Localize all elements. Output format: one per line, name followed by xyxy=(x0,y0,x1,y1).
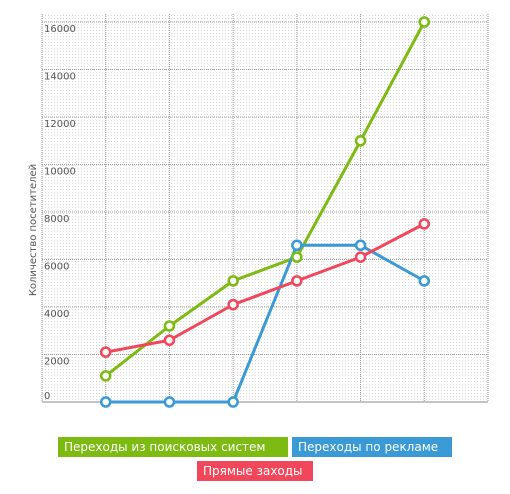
y-tick-label: 8000 xyxy=(44,214,69,225)
y-tick-label: 16000 xyxy=(44,24,76,35)
data-point xyxy=(354,239,367,251)
data-point xyxy=(291,251,303,263)
series-line xyxy=(104,21,426,378)
data-point xyxy=(227,298,239,311)
y-tick-label: 10000 xyxy=(44,167,76,178)
data-point xyxy=(418,16,431,28)
data-point xyxy=(227,396,239,408)
y-tick-label: 14000 xyxy=(44,72,76,83)
legend-entry: Переходы из поисковых систем xyxy=(58,437,288,457)
legend-entry: Прямые заходы xyxy=(197,461,313,481)
y-tick-label: 0 xyxy=(44,391,50,402)
data-point xyxy=(354,251,367,263)
series-line xyxy=(105,222,425,354)
data-point xyxy=(291,239,303,251)
data-point xyxy=(163,334,176,346)
data-point xyxy=(354,135,367,147)
y-axis-label: Количество посетителей xyxy=(28,164,39,296)
y-tick-label: 2000 xyxy=(44,357,69,368)
data-point xyxy=(227,275,239,287)
legend-entry: Переходы по рекламе xyxy=(292,437,452,457)
data-point xyxy=(418,218,431,230)
y-tick-label: 12000 xyxy=(44,119,76,130)
y-tick-label: 4000 xyxy=(44,309,69,320)
y-tick-label: 6000 xyxy=(44,262,69,273)
plot-background xyxy=(42,14,488,402)
data-point xyxy=(99,346,112,358)
data-point xyxy=(163,320,176,332)
data-point xyxy=(99,370,112,382)
data-point xyxy=(418,275,431,287)
data-point xyxy=(291,275,303,287)
data-point xyxy=(163,396,176,408)
data-point xyxy=(99,396,112,408)
